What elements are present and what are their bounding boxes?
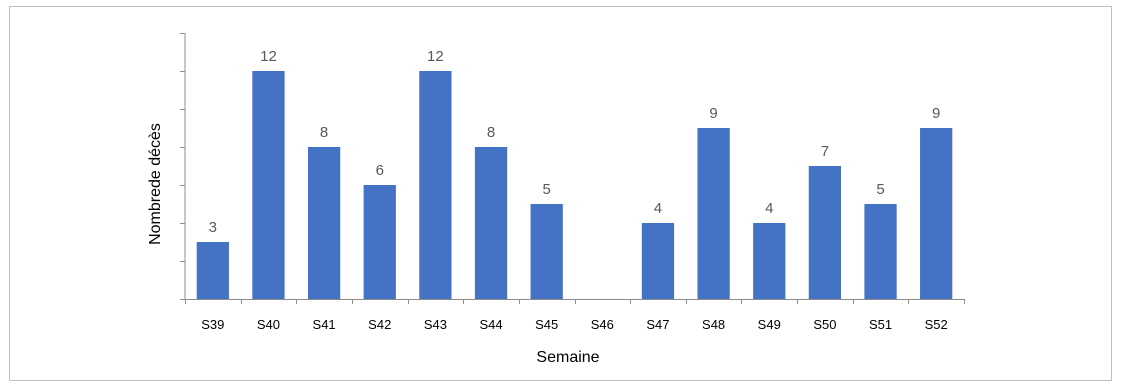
bar-s40 [252,71,285,299]
x-tick-label-s42: S42 [368,317,391,332]
x-tick-label-s52: S52 [925,317,948,332]
data-label-s41: 8 [320,124,328,141]
bar-s51 [864,204,897,299]
bar-s43 [419,71,452,299]
bar-s47 [641,223,675,299]
data-label-s43: 12 [427,48,444,65]
x-tick-label-s43: S43 [424,317,447,332]
x-tick-label-s49: S49 [758,317,781,332]
x-tick-label-s41: S41 [313,317,336,332]
data-label-s40: 12 [260,48,277,65]
x-axis-title: Semaine [536,349,599,366]
data-label-s39: 3 [209,219,217,236]
bars [196,71,953,299]
bar-s39 [196,242,229,299]
x-tick-label-s47: S47 [646,317,669,332]
x-tick-label-s40: S40 [257,317,280,332]
y-axis-title: Nombrede décès [147,123,164,245]
x-tick-label-s45: S45 [535,317,558,332]
x-tick-labels: S39 S40 S41 S42 S43 S44 S45 S46 S47 S48 S49 S50 S51 S… [201,317,947,332]
bar-s52 [920,128,953,299]
data-label-s51: 5 [876,181,884,198]
bar-s49 [753,223,786,299]
x-tick-label-s50: S50 [813,317,836,332]
data-labels: 3 12 8 6 12 8 5 4 9 4 7 5 9 [209,48,941,236]
bar-s44 [474,147,508,299]
data-label-s47: 4 [654,200,662,217]
x-tick-label-s46: S46 [591,317,614,332]
bar-s45 [530,204,563,299]
x-tick-label-s39: S39 [201,317,224,332]
data-label-s42: 6 [376,162,384,179]
bar-s50 [808,166,842,299]
data-label-s48: 9 [709,105,717,122]
y-axis [180,33,186,300]
bar-s42 [363,185,396,299]
x-tick-label-s51: S51 [869,317,892,332]
data-label-s50: 7 [821,143,829,160]
x-tick-label-s48: S48 [702,317,725,332]
x-tick-label-s44: S44 [479,317,502,332]
x-axis [185,299,965,304]
data-label-s52: 9 [932,105,940,122]
data-label-s44: 8 [487,124,495,141]
data-label-s45: 5 [543,181,551,198]
bar-s41 [307,147,341,299]
data-label-s49: 4 [765,200,773,217]
bar-s48 [697,128,730,299]
